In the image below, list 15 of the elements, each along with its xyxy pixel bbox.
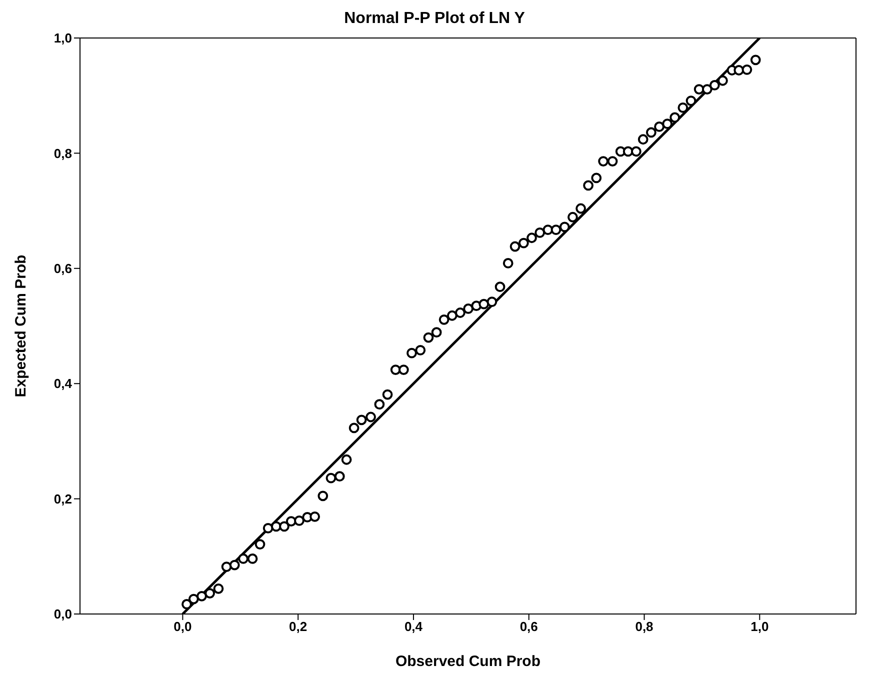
x-tick-label: 0,0 <box>174 619 192 634</box>
x-tick-label: 0,4 <box>404 619 424 634</box>
y-axis-title: Expected Cum Prob <box>12 254 30 398</box>
y-tick-label: 0,0 <box>54 606 72 622</box>
x-axis-title: Observed Cum Prob <box>395 653 541 670</box>
chart-title: Normal P-P Plot of LN Y <box>343 9 526 29</box>
y-tick-label: 0,2 <box>54 491 72 506</box>
x-tick-label: 0,8 <box>635 619 654 634</box>
y-tick-label: 0,6 <box>54 261 72 276</box>
y-tick-label: 1,0 <box>54 30 72 46</box>
x-tick-label: 0,6 <box>520 619 538 634</box>
x-tick-label: 1,0 <box>750 619 769 634</box>
x-tick-label: 0,2 <box>289 619 308 634</box>
y-tick-label: 0,4 <box>54 376 73 392</box>
y-tick-label: 0,8 <box>54 146 72 161</box>
